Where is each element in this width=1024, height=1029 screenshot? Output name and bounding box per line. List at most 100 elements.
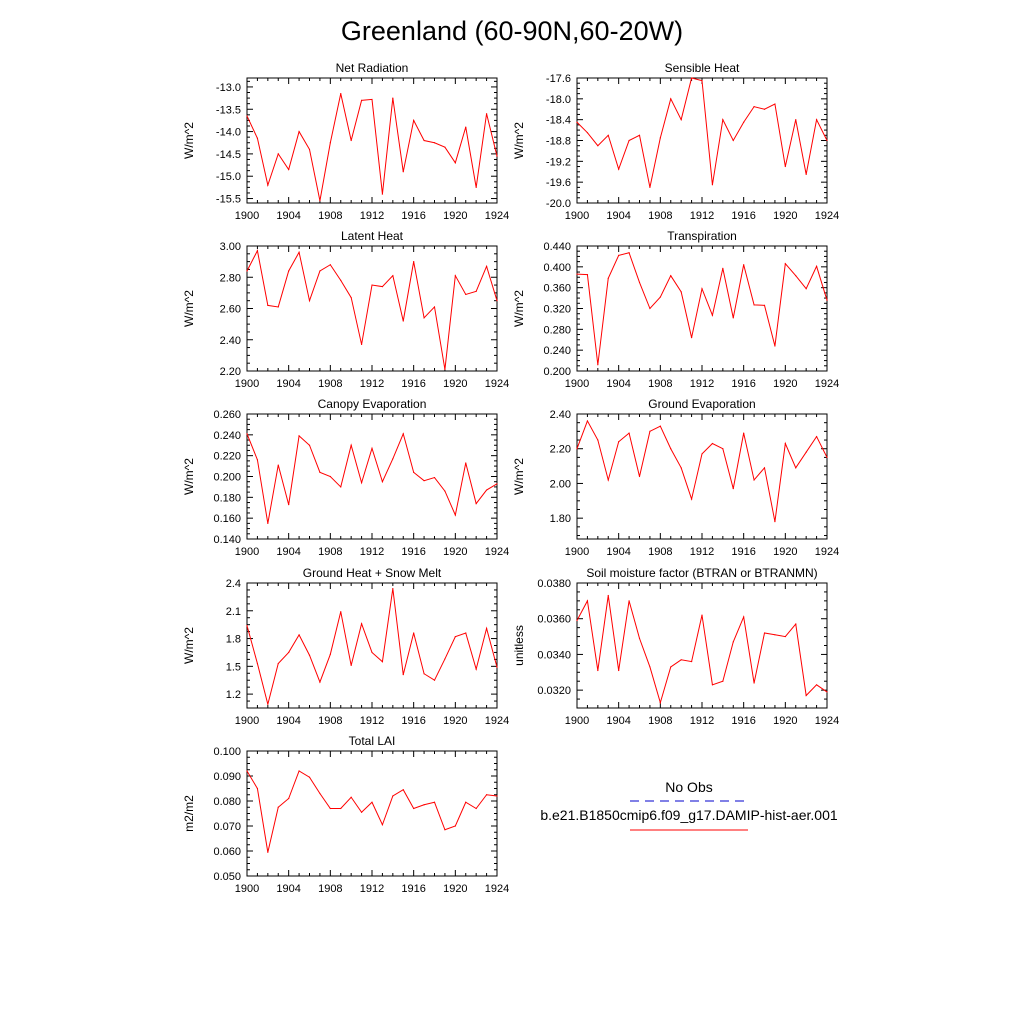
y-tick-label: 0.180 bbox=[213, 492, 241, 504]
y-tick-label: 1.8 bbox=[226, 634, 241, 646]
data-point bbox=[774, 345, 776, 347]
x-tick-label: 1908 bbox=[648, 210, 672, 222]
y-tick-label: -14.5 bbox=[216, 149, 241, 161]
y-tick-label: 0.440 bbox=[543, 241, 571, 253]
panel-4: Transpiration W/m^2 1900 1904 1908 1912 1916 19… bbox=[512, 229, 839, 390]
data-point bbox=[774, 634, 776, 636]
x-tick-label: 1912 bbox=[690, 210, 714, 222]
data-point bbox=[329, 807, 331, 810]
y-tick-label: 0.0340 bbox=[537, 649, 571, 661]
y-tick-label: 0.200 bbox=[543, 366, 571, 378]
data-point bbox=[485, 627, 488, 629]
x-tick-label: 1920 bbox=[773, 378, 797, 390]
data-point bbox=[795, 467, 797, 469]
panel-7: Ground Heat + Snow Melt W/m^2 1900 1904 1908… bbox=[182, 566, 509, 727]
x-tick-label: 1908 bbox=[318, 378, 342, 390]
y-tick-label: -15.5 bbox=[216, 194, 241, 206]
data-point bbox=[444, 490, 446, 492]
data-point bbox=[496, 300, 498, 302]
x-tick-label: 1916 bbox=[401, 210, 425, 222]
data-point bbox=[360, 623, 363, 625]
y-tick-label: 2.40 bbox=[550, 409, 571, 421]
x-tick-label: 1904 bbox=[276, 883, 300, 895]
data-point bbox=[763, 304, 766, 306]
data-point bbox=[465, 126, 467, 128]
data-point bbox=[753, 479, 755, 481]
data-point bbox=[722, 448, 724, 450]
y-tick-label: 2.40 bbox=[220, 335, 241, 347]
data-point bbox=[454, 514, 456, 516]
data-point bbox=[246, 770, 248, 772]
x-tick-label: 1900 bbox=[565, 715, 589, 727]
panel-5: Canopy Evaporation W/m^2 1900 1904 1908 1912 1… bbox=[182, 397, 509, 558]
x-tick-label: 1920 bbox=[443, 546, 467, 558]
data-point bbox=[659, 137, 661, 139]
x-tick-label: 1916 bbox=[731, 546, 755, 558]
y-tick-label: -15.0 bbox=[216, 171, 241, 183]
legend-obs-label: No Obs bbox=[665, 779, 712, 795]
data-point bbox=[277, 662, 279, 665]
panel-title: Soil moisture factor (BTRAN or BTRANMN) bbox=[586, 566, 817, 580]
y-tick-label: -19.2 bbox=[546, 156, 571, 168]
y-tick-label: 2.60 bbox=[220, 304, 241, 316]
y-tick-label: 2.1 bbox=[226, 606, 241, 618]
data-point bbox=[586, 420, 589, 422]
data-point bbox=[413, 261, 415, 263]
data-point bbox=[805, 451, 807, 453]
data-point bbox=[743, 264, 745, 266]
data-point bbox=[267, 522, 269, 524]
data-point bbox=[423, 480, 425, 482]
x-tick-label: 1904 bbox=[606, 210, 630, 222]
x-tick-label: 1904 bbox=[606, 378, 630, 390]
x-tick-label: 1900 bbox=[235, 883, 259, 895]
data-point bbox=[784, 442, 786, 445]
y-tick-label: -19.6 bbox=[546, 177, 571, 189]
data-point bbox=[340, 486, 342, 488]
data-point bbox=[319, 681, 321, 683]
data-point bbox=[381, 481, 384, 483]
data-point bbox=[319, 200, 321, 202]
data-point bbox=[618, 441, 620, 443]
plot-frame bbox=[576, 582, 828, 709]
data-point bbox=[805, 288, 807, 290]
data-point bbox=[795, 119, 797, 121]
x-tick-label: 1912 bbox=[360, 883, 384, 895]
data-point bbox=[597, 439, 599, 441]
data-point bbox=[576, 121, 578, 123]
x-tick-label: 1900 bbox=[565, 378, 589, 390]
data-point bbox=[277, 153, 279, 155]
data-point bbox=[433, 679, 436, 681]
y-tick-label: 0.0320 bbox=[537, 685, 571, 697]
series-line bbox=[576, 252, 828, 365]
data-point bbox=[277, 464, 279, 466]
data-point bbox=[454, 825, 456, 827]
data-point bbox=[690, 498, 693, 500]
data-point bbox=[496, 666, 498, 668]
data-point bbox=[690, 337, 693, 339]
series-line bbox=[576, 595, 828, 705]
data-point bbox=[628, 139, 630, 142]
data-point bbox=[340, 611, 342, 613]
x-tick-label: 1900 bbox=[565, 210, 589, 222]
y-tick-label: 0.070 bbox=[213, 821, 241, 833]
data-point bbox=[402, 789, 404, 791]
y-tick-label: 0.240 bbox=[213, 430, 241, 442]
plot-frame bbox=[246, 750, 498, 877]
y-tick-label: 0.360 bbox=[543, 283, 571, 295]
data-point bbox=[308, 654, 311, 656]
data-point bbox=[743, 432, 745, 434]
data-point bbox=[586, 600, 589, 602]
data-point bbox=[319, 270, 321, 272]
data-point bbox=[444, 146, 446, 148]
y-tick-label: 1.2 bbox=[226, 689, 241, 701]
data-point bbox=[350, 296, 352, 299]
data-point bbox=[277, 806, 279, 808]
data-point bbox=[795, 275, 797, 277]
y-axis-label: W/m^2 bbox=[512, 122, 526, 159]
data-point bbox=[496, 483, 498, 485]
data-point bbox=[805, 173, 807, 175]
data-point bbox=[329, 142, 331, 144]
data-point bbox=[350, 139, 352, 142]
x-tick-label: 1908 bbox=[318, 210, 342, 222]
y-tick-label: 0.320 bbox=[543, 304, 571, 316]
